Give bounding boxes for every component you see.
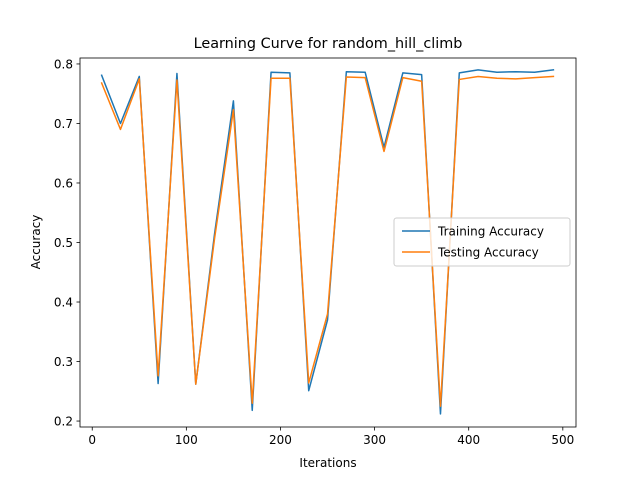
series-line-testing: [100, 75, 555, 407]
series-line-training: [100, 69, 555, 415]
legend-box: [393, 217, 571, 267]
y-tick-label: 0.8: [54, 57, 73, 71]
plot-area: 0 100 200 300 400 500 0.2 0.3 0.4 0.5 0.6 0.7 0.8 Tra…: [54, 57, 577, 447]
y-tick-label: 0.5: [54, 236, 73, 250]
y-tick-label: 0.3: [54, 355, 73, 369]
y-tick-label: 0.7: [54, 117, 73, 131]
legend-label-training: Training Accuracy: [437, 225, 544, 239]
chart-title: Learning Curve for random_hill_climb: [194, 36, 463, 52]
y-tick-label: 0.2: [54, 415, 73, 429]
x-axis-label: Iterations: [299, 456, 356, 470]
x-tick-label: 200: [269, 433, 292, 447]
x-tick-label: 0: [88, 433, 96, 447]
y-axis-label: Accuracy: [29, 215, 43, 270]
legend-label-testing: Testing Accuracy: [437, 246, 539, 260]
y-tick-label: 0.6: [54, 176, 73, 190]
x-tick-label: 400: [457, 433, 480, 447]
x-tick-label: 100: [175, 433, 198, 447]
x-tick-label: 500: [551, 433, 574, 447]
x-tick-label: 300: [363, 433, 386, 447]
y-tick-label: 0.4: [54, 296, 73, 310]
